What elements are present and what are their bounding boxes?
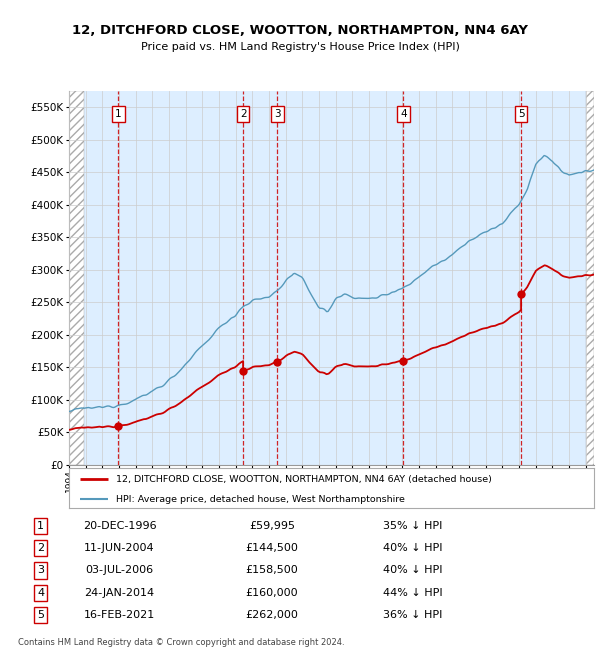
Text: 40% ↓ HPI: 40% ↓ HPI [383,566,443,575]
Text: 24-JAN-2014: 24-JAN-2014 [85,588,155,597]
Text: 12, DITCHFORD CLOSE, WOOTTON, NORTHAMPTON, NN4 6AY: 12, DITCHFORD CLOSE, WOOTTON, NORTHAMPTO… [72,24,528,37]
Text: 5: 5 [518,109,524,119]
Text: 44% ↓ HPI: 44% ↓ HPI [383,588,443,597]
Text: 4: 4 [37,588,44,597]
Text: 36% ↓ HPI: 36% ↓ HPI [383,610,442,620]
Text: £262,000: £262,000 [245,610,298,620]
Text: 20-DEC-1996: 20-DEC-1996 [83,521,157,531]
Bar [586,91,594,465]
Text: £144,500: £144,500 [245,543,298,553]
Text: £158,500: £158,500 [245,566,298,575]
Text: 3: 3 [274,109,281,119]
Text: £160,000: £160,000 [245,588,298,597]
Text: £59,995: £59,995 [249,521,295,531]
Text: HPI: Average price, detached house, West Northamptonshire: HPI: Average price, detached house, West… [116,495,405,504]
Text: 1: 1 [37,521,44,531]
Text: 4: 4 [400,109,407,119]
Text: 11-JUN-2004: 11-JUN-2004 [84,543,155,553]
Text: 5: 5 [37,610,44,620]
Text: Price paid vs. HM Land Registry's House Price Index (HPI): Price paid vs. HM Land Registry's House … [140,42,460,52]
Bar [69,91,85,465]
Text: 2: 2 [37,543,44,553]
Text: 03-JUL-2006: 03-JUL-2006 [85,566,154,575]
Text: 16-FEB-2021: 16-FEB-2021 [84,610,155,620]
Text: 2: 2 [240,109,247,119]
Text: Contains HM Land Registry data © Crown copyright and database right 2024.
This d: Contains HM Land Registry data © Crown c… [18,638,344,650]
Bar [69,91,85,465]
Text: 12, DITCHFORD CLOSE, WOOTTON, NORTHAMPTON, NN4 6AY (detached house): 12, DITCHFORD CLOSE, WOOTTON, NORTHAMPTO… [116,474,492,484]
Text: 40% ↓ HPI: 40% ↓ HPI [383,543,443,553]
Text: 3: 3 [37,566,44,575]
Text: 1: 1 [115,109,122,119]
Bar [586,91,594,465]
Text: 35% ↓ HPI: 35% ↓ HPI [383,521,442,531]
